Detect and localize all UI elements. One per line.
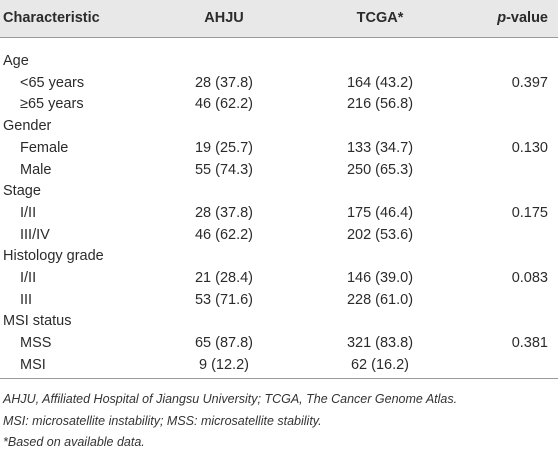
tcga-cell: 175 (46.4)	[346, 204, 414, 221]
group-label: Histology grade	[3, 248, 104, 265]
header-cell: TCGA*	[356, 10, 404, 26]
tcga-cell: 321 (83.8)	[346, 335, 414, 352]
row-label: MSI	[20, 356, 46, 373]
footnote: *Based on available data.	[3, 435, 145, 449]
row-label: ≥65 years	[20, 96, 84, 113]
footnote: MSI: microsatellite instability; MSS: mi…	[3, 413, 322, 428]
tcga-cell: 216 (56.8)	[346, 96, 414, 113]
row-label: I/II	[20, 270, 37, 286]
ahju-cell: 53 (71.6)	[194, 291, 254, 308]
group-label: MSI status	[3, 313, 72, 330]
ahju-cell: 9 (12.2)	[199, 356, 249, 373]
p-value-cell: 0.397	[511, 74, 548, 91]
p-value-cell: 0.381	[511, 335, 548, 352]
header-cell: p-value	[497, 10, 548, 26]
bottom-rule	[0, 378, 558, 379]
group-label: Stage	[3, 183, 41, 200]
ahju-cell: 28 (37.8)	[194, 204, 254, 221]
tcga-cell: 133 (34.7)	[346, 139, 414, 156]
ahju-cell: 46 (62.2)	[194, 226, 254, 243]
row-label: MSS	[20, 335, 52, 352]
footnote: AHJU, Affiliated Hospital of Jiangsu Uni…	[3, 392, 458, 406]
group-label: Gender	[3, 118, 52, 135]
tcga-cell: 62 (16.2)	[350, 356, 410, 373]
tcga-cell: 228 (61.0)	[346, 291, 414, 308]
ahju-cell: 65 (87.8)	[194, 335, 254, 352]
header-band	[0, 0, 558, 38]
tcga-cell: 146 (39.0)	[346, 270, 414, 286]
p-value-cell: 0.083	[511, 270, 548, 286]
ahju-cell: 55 (74.3)	[194, 161, 254, 178]
header-cell: Characteristic	[3, 10, 100, 26]
ahju-cell: 46 (62.2)	[194, 96, 254, 113]
ahju-cell: 19 (25.7)	[194, 139, 254, 156]
row-label: I/II	[20, 204, 37, 221]
row-label: Female	[20, 139, 69, 156]
ahju-cell: 28 (37.8)	[194, 74, 254, 91]
row-label: III/IV	[20, 226, 50, 243]
p-value-cell: 0.130	[511, 139, 548, 156]
header-cell: AHJU	[204, 10, 244, 26]
row-label: III	[20, 291, 33, 308]
tcga-cell: 202 (53.6)	[346, 226, 414, 243]
row-label: Male	[20, 161, 52, 178]
ahju-cell: 21 (28.4)	[194, 270, 254, 286]
tcga-cell: 164 (43.2)	[346, 74, 414, 91]
p-value-cell: 0.175	[511, 204, 548, 221]
row-label: <65 years	[20, 74, 85, 91]
tcga-cell: 250 (65.3)	[346, 161, 414, 178]
group-label: Age	[3, 53, 29, 69]
